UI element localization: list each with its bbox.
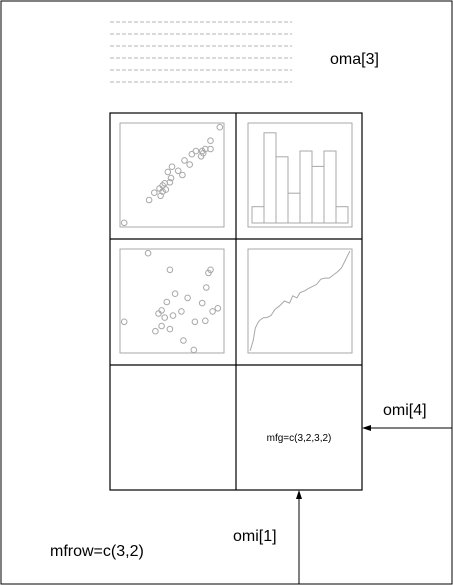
mfg-label: mfg=c(3,2,3,2) [267,433,332,444]
arrow-head [362,425,371,431]
scatter-point [214,305,222,312]
scatter-point [156,185,163,192]
scatter-point [184,294,191,302]
histogram-bar [335,206,349,224]
scatter-point [169,312,177,319]
scatter-point [159,182,166,189]
scatter-point [192,147,200,155]
scatter-point [163,298,171,306]
plot-box [119,248,225,354]
scatter-point [168,163,176,170]
scatter-point [164,168,172,176]
scatter-points [120,249,222,354]
scatter-point [179,171,186,179]
scatter-point [207,145,214,153]
histogram-bar [323,150,337,224]
scatter-point [161,314,168,321]
scatter-point [158,307,165,314]
scatter-point [209,308,216,315]
scatter-point [166,325,174,333]
plot-panel-2-2 [247,248,353,354]
scatter-point [178,308,185,315]
scatter-points [120,123,224,227]
line-series [249,250,351,352]
scatter-point [202,317,209,325]
scatter-point [171,290,179,298]
scatter-point [191,318,199,326]
scatter-point [203,284,210,291]
omi-right-arrow [362,425,452,431]
plot-box [247,248,353,354]
scatter-point [155,310,162,317]
scatter-point [174,167,182,175]
histogram-bar [275,156,289,224]
histogram-bar [263,132,277,224]
scatter-point [207,137,214,144]
scatter-point [120,318,128,326]
scatter-point [120,219,128,227]
histogram-bar [311,165,325,224]
histogram-bar [251,206,265,224]
scatter-point [180,337,187,344]
figure-grid [109,112,363,491]
histogram-bar [299,150,313,224]
scatter-point [152,327,159,335]
scatter-point [167,174,175,182]
scatter-point [190,346,198,354]
omi-bottom-arrow [296,490,302,584]
plot-panel-1-1 [119,122,225,228]
scatter-point [162,186,170,193]
scatter-point [207,266,214,274]
histogram-bar [287,192,301,224]
plot-panel-2-1 [119,248,225,354]
scatter-point [144,249,152,257]
scatter-point [151,189,158,196]
outer-margin-dash-lines [110,21,292,83]
scatter-point [188,150,196,158]
plot-box [119,122,225,228]
plot-panel-1-2 [247,122,353,228]
scatter-point [166,266,174,274]
scatter-point [198,299,206,307]
scatter-point [166,179,174,186]
omi-bottom-label: omi[1] [233,528,277,545]
mfrow-label: mfrow=c(3,2) [50,543,144,560]
histogram-bars [251,132,349,224]
scatter-point [181,157,188,164]
scatter-point [186,161,193,168]
plot-box [247,122,353,228]
omi-right-label: omi[4] [383,402,427,419]
oma-label: oma[3] [330,51,379,68]
scatter-point [145,196,153,204]
arrow-head [296,490,302,499]
scatter-point [158,322,165,330]
scatter-point [216,123,224,131]
